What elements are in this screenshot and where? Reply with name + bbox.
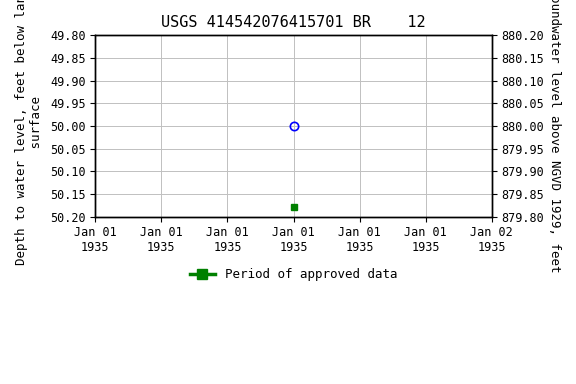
Legend: Period of approved data: Period of approved data (185, 263, 402, 286)
Y-axis label: Groundwater level above NGVD 1929, feet: Groundwater level above NGVD 1929, feet (548, 0, 561, 272)
Y-axis label: Depth to water level, feet below land
 surface: Depth to water level, feet below land su… (15, 0, 43, 265)
Title: USGS 414542076415701 BR    12: USGS 414542076415701 BR 12 (161, 15, 426, 30)
